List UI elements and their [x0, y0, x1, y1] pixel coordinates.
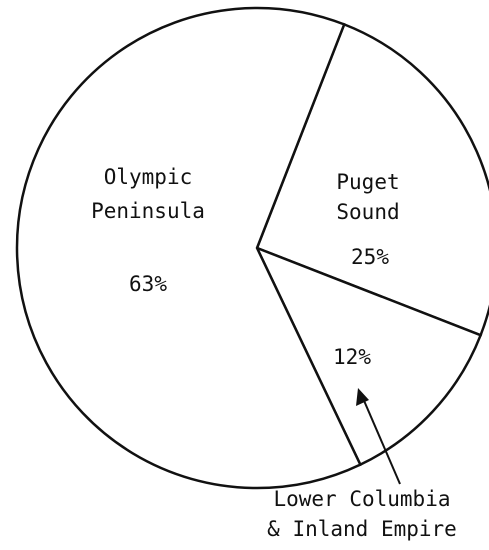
label: Puget Sound	[336, 170, 399, 224]
label: 63%	[129, 272, 167, 296]
label: 25%	[351, 245, 389, 269]
pie-slice	[15, 6, 362, 490]
pie-slice	[254, 245, 483, 467]
pointer-arrow	[361, 395, 401, 485]
label: Lower Columbia & Inland Empire	[267, 487, 457, 541]
label: Olympic Peninsula	[91, 165, 205, 223]
arrow-head	[356, 388, 369, 406]
label: 12%	[333, 345, 371, 369]
